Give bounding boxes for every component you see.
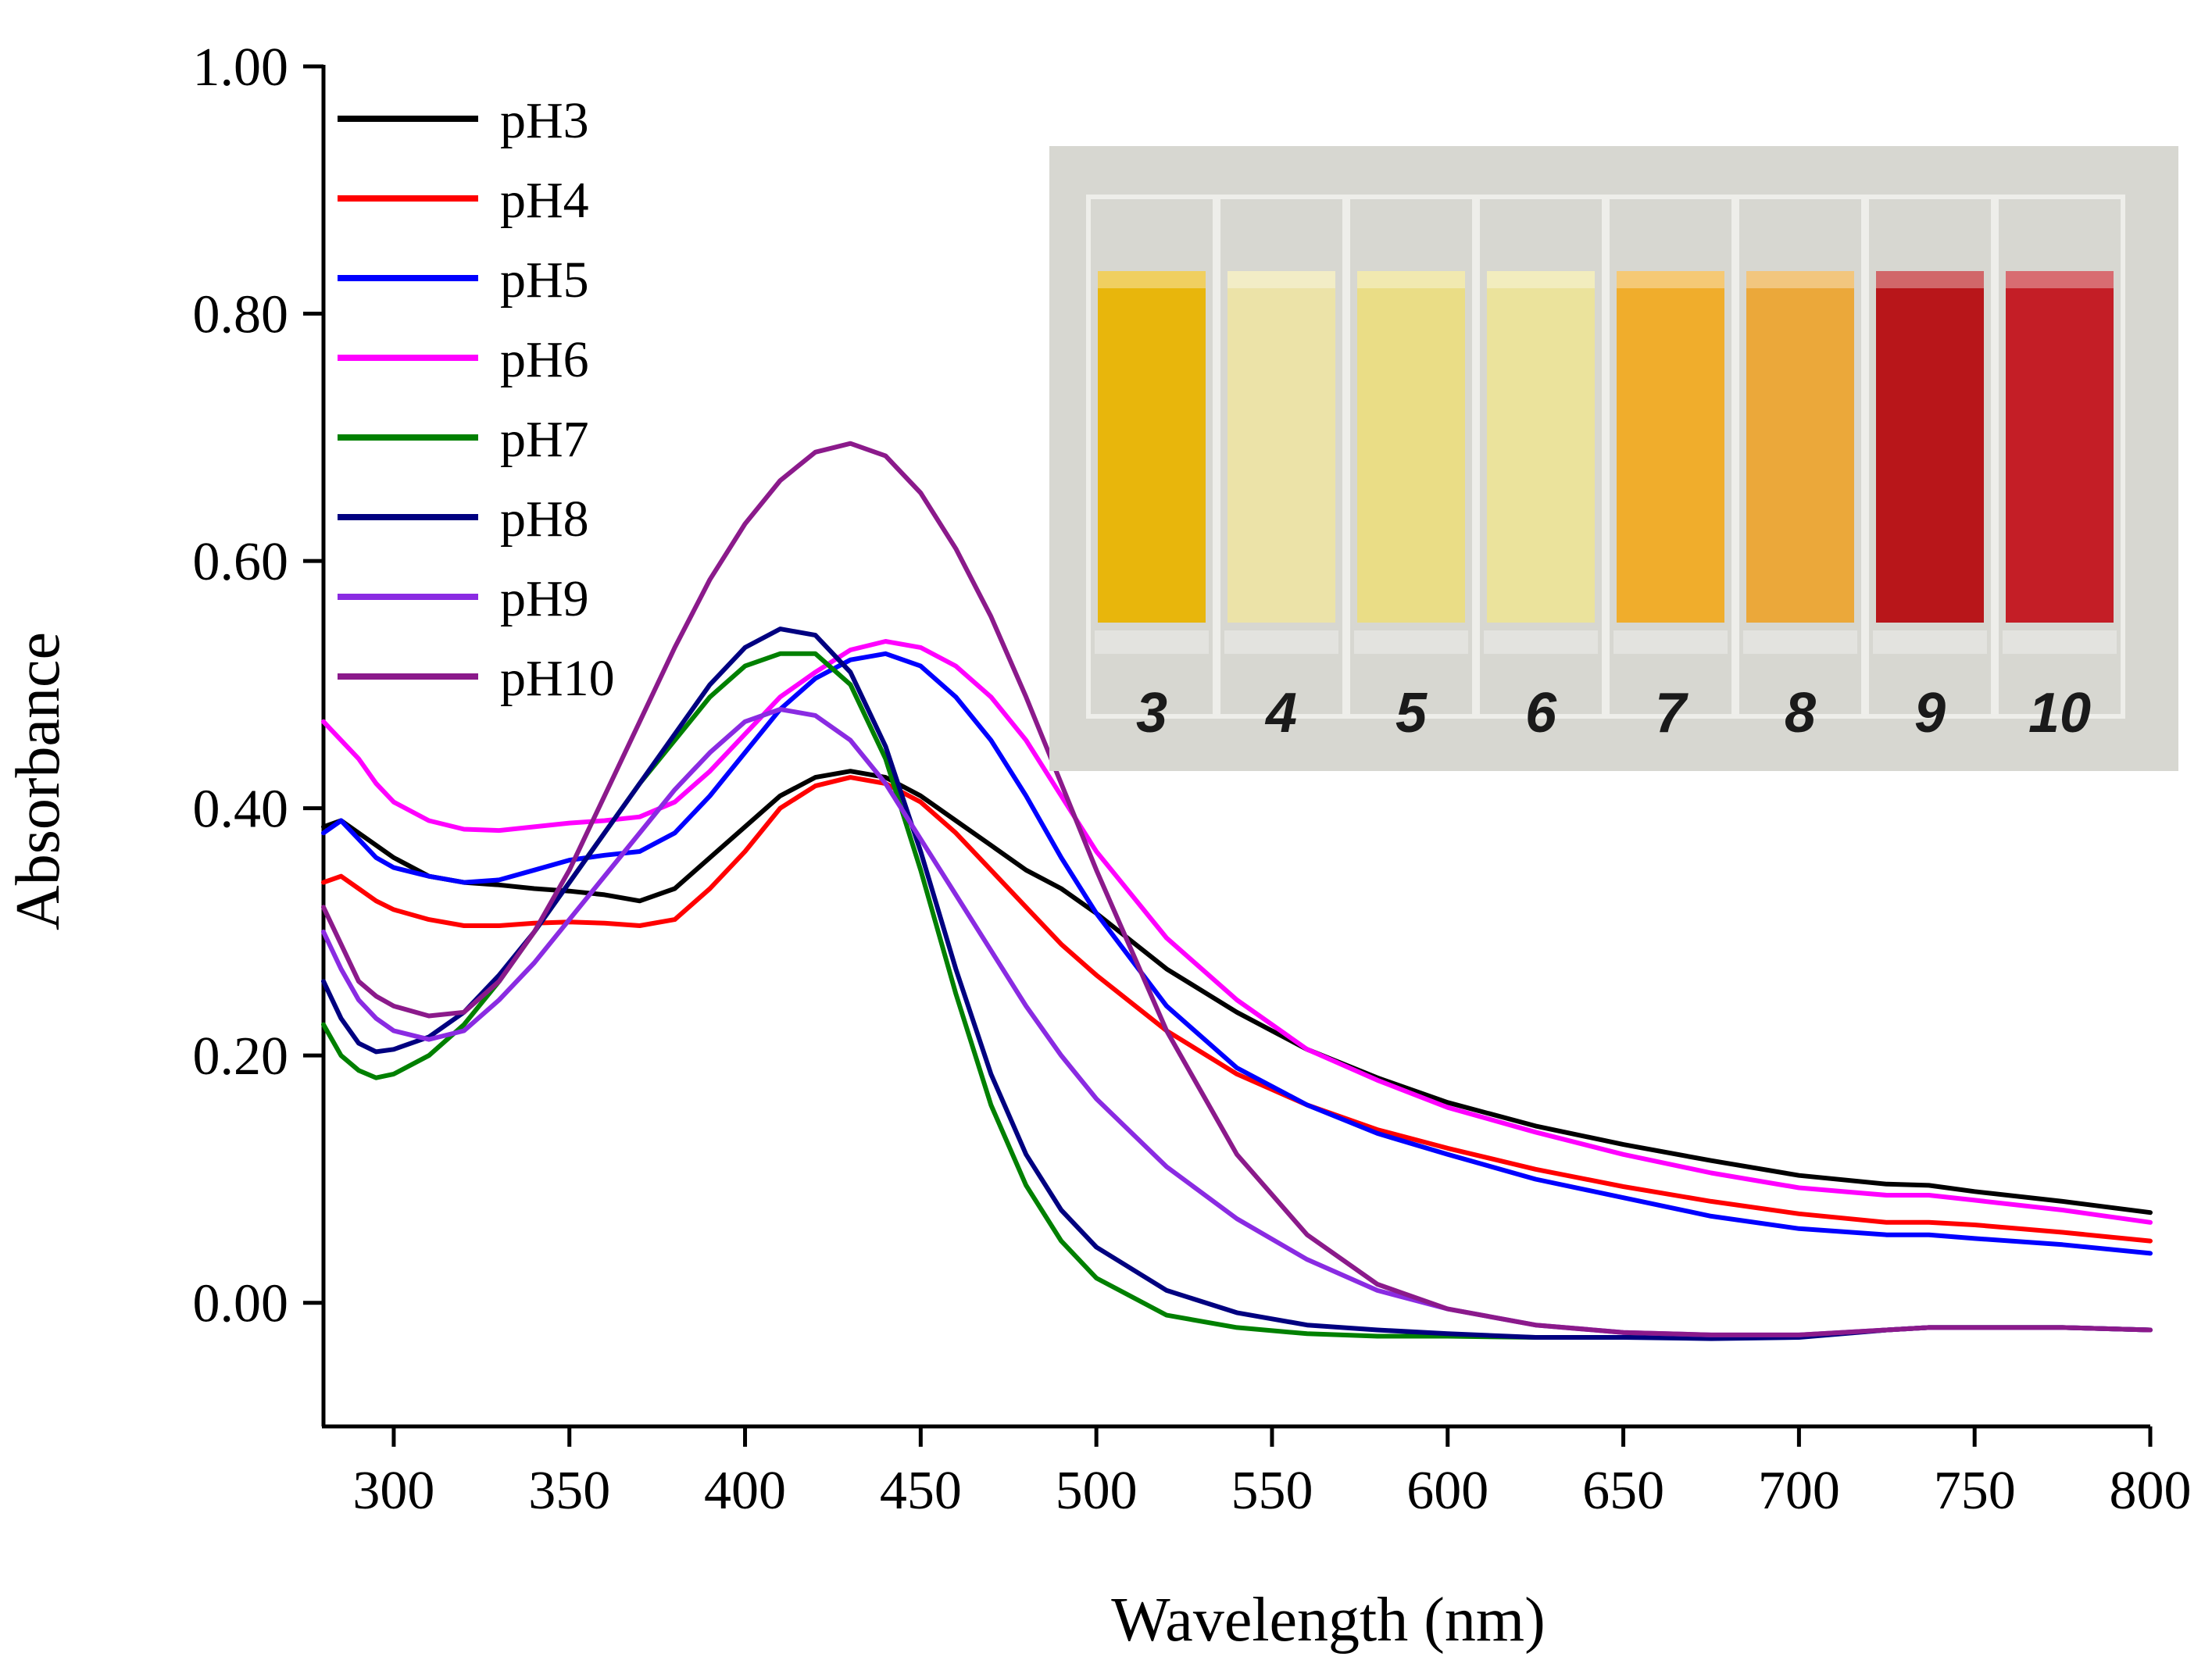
cuvette-liquid [1487, 271, 1595, 623]
y-tick-label: 0.80 [193, 285, 289, 345]
cuvette-label-6: 6 [1525, 682, 1557, 744]
cuvette-liquid [1617, 271, 1724, 623]
cuvette-6: 6 [1475, 195, 1606, 744]
series-line-ph10 [321, 441, 2153, 1337]
cuvette-meniscus [1487, 271, 1595, 288]
cuvette-label-4: 4 [1264, 682, 1297, 744]
x-tick-label: 300 [352, 1461, 434, 1521]
x-tick-label: 550 [1231, 1461, 1313, 1521]
x-tick-label: 400 [704, 1461, 786, 1521]
cuvette-glass [1735, 195, 1866, 719]
legend-label-ph5: pH5 [500, 252, 589, 309]
cuvette-glass [1605, 195, 1736, 719]
legend: pH3 pH4 pH5 pH6 pH7 pH8 pH9 pH10 [338, 92, 615, 707]
x-tick-label: 800 [2110, 1461, 2192, 1521]
legend-label-ph4: pH4 [500, 172, 589, 229]
series-line-ph5 [321, 651, 2153, 1256]
cuvette-liquid [1746, 271, 1854, 623]
cuvette-4: 4 [1216, 195, 1347, 744]
cuvette-glass [1864, 195, 1996, 719]
legend-label-ph9: pH9 [500, 570, 589, 627]
cuvette-base [1873, 630, 1987, 654]
cuvette-label-3: 3 [1136, 682, 1167, 744]
cuvette-base [1095, 630, 1209, 654]
cuvette-liquid [1357, 271, 1465, 623]
cuvette-meniscus [1617, 271, 1724, 288]
cuvette-glass [1345, 195, 1477, 719]
series-line-ph4 [321, 775, 2153, 1244]
cuvette-10: 10 [1994, 195, 2125, 744]
x-tick-label: 700 [1758, 1461, 1840, 1521]
series-line-ph9 [321, 707, 2153, 1337]
cuvette-meniscus [1746, 271, 1854, 288]
cuvette-meniscus [1098, 271, 1206, 288]
cuvette-liquid [1876, 271, 1984, 623]
cuvette-label-7: 7 [1655, 682, 1688, 744]
cuvette-base [1354, 630, 1468, 654]
cuvette-meniscus [1227, 271, 1335, 288]
x-tick-label: 600 [1406, 1461, 1488, 1521]
legend-label-ph10: pH10 [500, 650, 615, 707]
cuvette-glass [1475, 195, 1606, 719]
y-tick-label: 0.00 [193, 1274, 289, 1334]
cuvette-label-9: 9 [1914, 682, 1946, 744]
x-tick-label: 650 [1582, 1461, 1664, 1521]
x-tick-label: 750 [1934, 1461, 2016, 1521]
cuvette-9: 9 [1864, 195, 1996, 744]
legend-label-ph8: pH8 [500, 491, 589, 548]
cuvette-label-8: 8 [1785, 682, 1816, 744]
x-tick-label: 450 [880, 1461, 962, 1521]
y-tick-label: 0.40 [193, 780, 289, 840]
series-lines [321, 441, 2153, 1341]
x-tick-label: 350 [528, 1461, 610, 1521]
y-tick-label: 0.60 [193, 532, 289, 592]
series-line-ph6 [321, 639, 2153, 1225]
cuvette-glass [1216, 195, 1347, 719]
cuvette-liquid [1227, 271, 1335, 623]
cuvette-base [1743, 630, 1857, 654]
cuvette-label-5: 5 [1395, 682, 1428, 744]
cuvette-label-10: 10 [2028, 682, 2091, 744]
y-axis-title: Absorbance [4, 632, 73, 930]
cuvette-base [1224, 630, 1338, 654]
inset-photo: 3 4 5 6 7 8 9 10 [1049, 146, 2178, 771]
legend-label-ph3: pH3 [500, 92, 589, 149]
cuvette-3: 3 [1086, 195, 1217, 744]
y-tick-label: 1.00 [193, 37, 289, 98]
x-tick-label: 500 [1056, 1461, 1138, 1521]
cuvette-meniscus [2006, 271, 2114, 288]
legend-label-ph6: pH6 [500, 331, 589, 388]
series-line-ph3 [321, 769, 2153, 1216]
cuvette-glass [1086, 195, 1217, 719]
cuvette-5: 5 [1345, 195, 1477, 744]
x-axis-title: Wavelength (nm) [1111, 1586, 1546, 1655]
cuvette-7: 7 [1605, 195, 1736, 744]
cuvette-8: 8 [1735, 195, 1866, 744]
y-tick-label: 0.20 [193, 1026, 289, 1087]
cuvette-meniscus [1357, 271, 1465, 288]
cuvette-liquid [2006, 271, 2114, 623]
cuvette-base [2003, 630, 2117, 654]
cuvette-base [1484, 630, 1598, 654]
cuvette-base [1613, 630, 1728, 654]
axes: 300 350 400 450 500 550 600 650 700 750 800 0.00 0.2… [193, 37, 2192, 1521]
cuvette-liquid [1098, 271, 1206, 623]
cuvette-meniscus [1876, 271, 1984, 288]
cuvette-glass [1994, 195, 2125, 719]
legend-label-ph7: pH7 [500, 411, 589, 468]
